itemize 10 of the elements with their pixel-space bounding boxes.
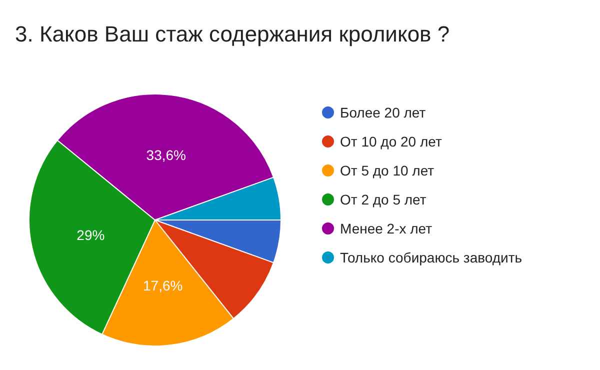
data-label: 33,6% (146, 146, 186, 163)
data-label: 29% (76, 226, 105, 243)
data-label: 17,6% (143, 278, 183, 294)
legend-label: От 5 до 10 лет (340, 162, 435, 178)
legend-label: От 10 до 20 лет (340, 134, 442, 150)
legend-label: Более 20 лет (340, 104, 426, 120)
legend-label: От 2 до 5 лет (340, 192, 427, 208)
chart-title: 3. Каков Ваш стаж содержания кроликов ? (15, 22, 450, 46)
legend-label: Только собираюсь заводить (340, 250, 522, 266)
legend-label: Менее 2-х лет (340, 220, 433, 236)
